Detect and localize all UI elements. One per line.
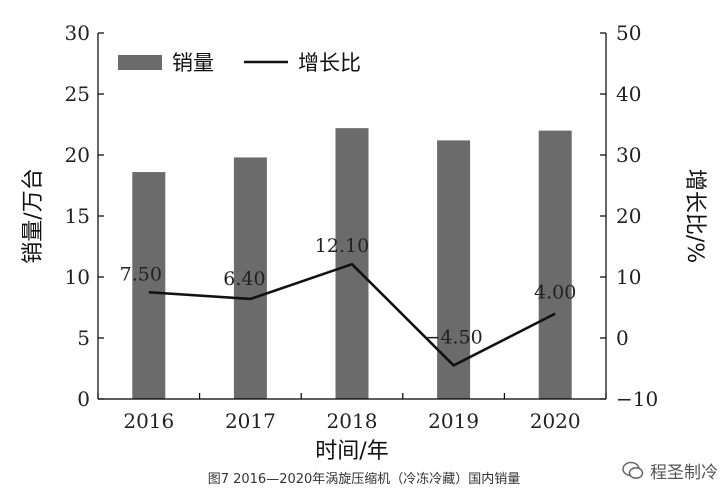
watermark: 程圣制冷	[622, 458, 718, 483]
data-label-2016: 7.50	[120, 263, 162, 285]
y-tick-label: 30	[65, 21, 90, 45]
y-tick-label: 25	[65, 82, 90, 106]
data-label-2018: 12.10	[315, 235, 369, 257]
y2-tick-label: 30	[616, 143, 641, 167]
data-label-2019: −4.50	[424, 326, 482, 348]
x-axis-title: 时间/年	[315, 439, 388, 464]
y-tick-label: 5	[77, 326, 90, 350]
legend-bar-label: 销量	[172, 51, 214, 75]
axes-group: 0 5 10 15 20 25 30 −10 0 10 20 30 40 50 2016 2017 2018 20…	[65, 21, 659, 433]
bar-2020	[538, 130, 572, 399]
x-tick-label: 2016	[123, 409, 174, 433]
line-group: 7.50 6.40 12.10 −4.50 4.00	[120, 235, 576, 368]
chart: 7.50 6.40 12.10 −4.50 4.00 0 5 10 15 20 25 30 −10 0 1…	[21, 21, 707, 464]
bar-2016	[132, 172, 166, 399]
legend-bar-swatch	[118, 55, 162, 70]
data-label-2017: 6.40	[223, 268, 265, 290]
y-axis-title: 销量/万台	[21, 168, 46, 263]
x-tick-label: 2019	[428, 409, 479, 433]
y2-tick-label: 50	[616, 21, 641, 45]
wechat-icon	[622, 461, 644, 479]
watermark-text: 程圣制冷	[650, 463, 718, 483]
y2-tick-label: −10	[616, 387, 658, 411]
bar-2017	[233, 157, 267, 399]
figure-caption: 图7 2016—2020年涡旋压缩机（冷冻冷藏）国内销量	[207, 472, 521, 487]
y2-tick-label: 40	[616, 82, 641, 106]
bars-group	[132, 128, 572, 400]
y2-tick-label: 10	[616, 265, 641, 289]
y2-axis-title: 增长比/%	[682, 169, 707, 263]
data-label-2020: 4.00	[534, 282, 576, 304]
y-tick-label: 0	[77, 387, 90, 411]
x-tick-label: 2020	[530, 409, 581, 433]
x-tick-label: 2017	[225, 409, 276, 433]
legend: 销量 增长比	[118, 51, 361, 75]
growth-line	[148, 262, 556, 368]
legend-line-label: 增长比	[298, 51, 361, 75]
y2-tick-label: 20	[616, 204, 641, 228]
axis-labels: 时间/年 销量/万台 增长比/%	[21, 168, 707, 464]
y-tick-label: 10	[65, 265, 90, 289]
y2-tick-label: 0	[616, 326, 629, 350]
x-tick-label: 2018	[327, 409, 378, 433]
y-tick-label: 15	[65, 204, 90, 228]
y-tick-label: 20	[65, 143, 90, 167]
